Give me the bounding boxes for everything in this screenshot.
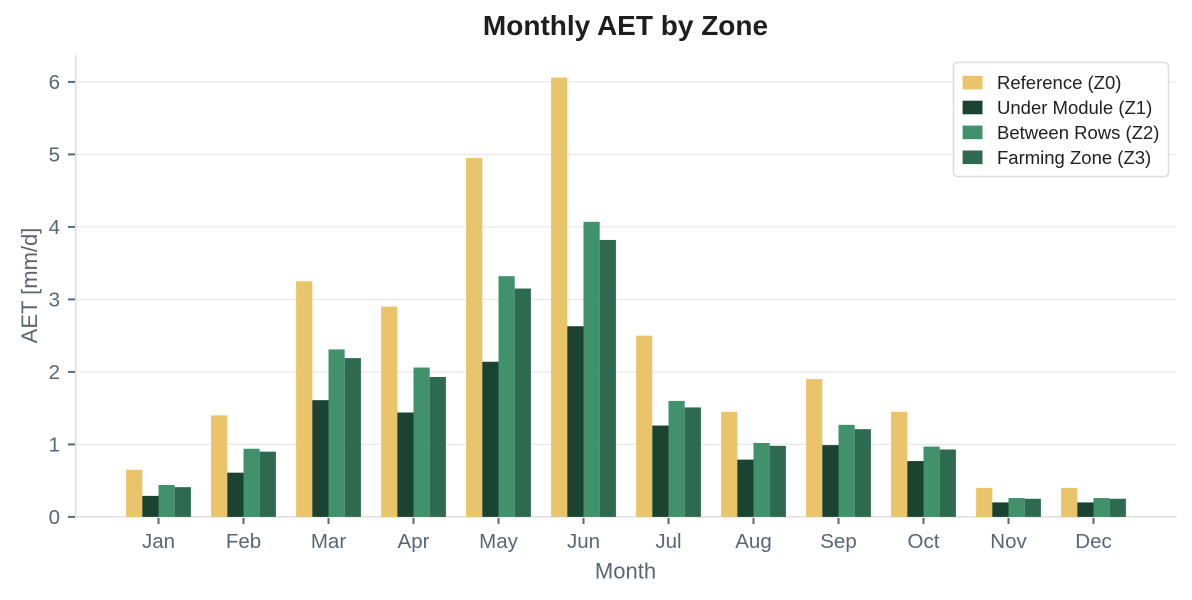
svg-text:Jun: Jun [567,530,600,553]
svg-text:Jul: Jul [655,530,681,553]
svg-text:Under Module (Z1): Under Module (Z1) [997,97,1152,118]
svg-text:0: 0 [49,506,60,529]
svg-text:May: May [479,530,518,553]
svg-text:Reference (Z0): Reference (Z0) [997,72,1121,93]
svg-text:Apr: Apr [398,530,430,553]
svg-text:3: 3 [49,289,60,312]
svg-text:Dec: Dec [1075,530,1111,553]
svg-text:Sep: Sep [820,530,856,553]
svg-text:Mar: Mar [311,530,346,553]
svg-text:6: 6 [49,71,60,94]
svg-text:1: 1 [49,434,60,457]
svg-text:Between Rows (Z2): Between Rows (Z2) [997,122,1159,143]
svg-text:Jan: Jan [142,530,175,553]
svg-text:Nov: Nov [990,530,1027,553]
svg-text:AET [mm/d]: AET [mm/d] [17,228,42,344]
svg-text:4: 4 [49,216,60,239]
svg-text:5: 5 [49,144,60,167]
svg-text:Monthly AET by Zone: Monthly AET by Zone [483,10,768,41]
svg-text:Month: Month [595,559,656,584]
svg-text:2: 2 [49,361,60,384]
svg-text:Aug: Aug [735,530,771,553]
svg-text:Farming Zone (Z3): Farming Zone (Z3) [997,147,1151,168]
svg-text:Feb: Feb [226,530,261,553]
svg-text:Oct: Oct [908,530,940,553]
